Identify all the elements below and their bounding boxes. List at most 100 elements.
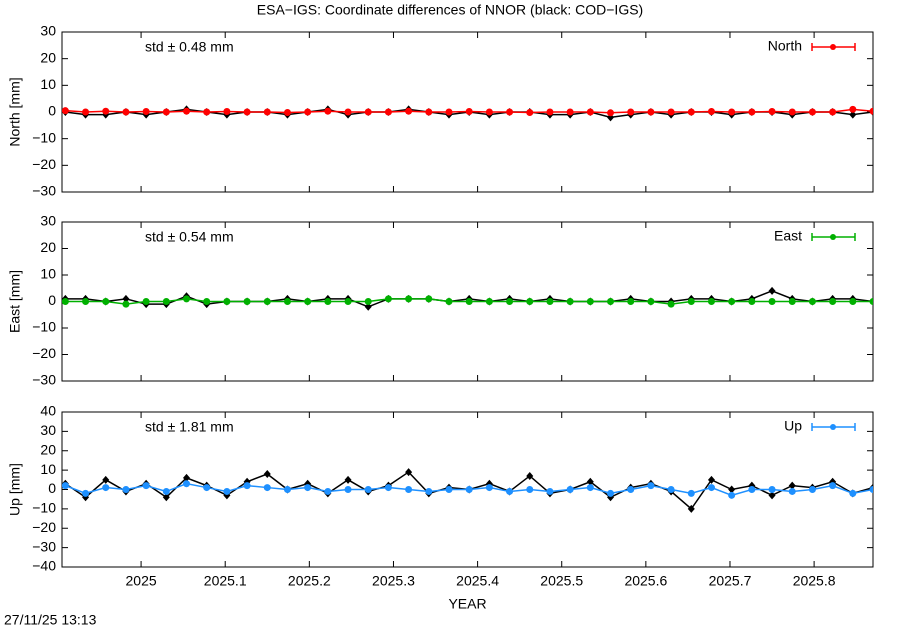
- point: [122, 300, 130, 308]
- timestamp: 27/11/25 13:13: [4, 612, 97, 628]
- point: [283, 486, 291, 493]
- point: [344, 475, 352, 484]
- y-tick-label: 10: [40, 266, 56, 282]
- point: [445, 108, 453, 116]
- point: [647, 108, 655, 116]
- point: [526, 109, 534, 117]
- x-tick-label: 2025.6: [624, 573, 667, 589]
- point: [304, 484, 312, 492]
- point: [283, 298, 291, 305]
- y-tick-label: −30: [32, 372, 56, 388]
- point: [485, 108, 493, 116]
- point: [788, 298, 796, 305]
- y-tick-label: −20: [32, 345, 56, 361]
- y-tick-label: 30: [40, 213, 56, 229]
- y-tick-label: −30: [32, 183, 56, 199]
- point: [465, 298, 473, 305]
- y-tick-label: 30: [40, 23, 56, 39]
- point: [829, 298, 837, 305]
- point: [405, 468, 413, 477]
- point: [122, 486, 130, 493]
- point: [263, 298, 271, 305]
- point: [566, 486, 574, 493]
- point: [748, 108, 756, 116]
- x-tick-label: 2025.4: [456, 573, 499, 589]
- point: [526, 486, 534, 493]
- point: [707, 484, 715, 492]
- y-tick-label: −10: [32, 129, 56, 145]
- y-axis-label: Up [mm]: [7, 463, 23, 516]
- y-tick-label: −30: [32, 538, 56, 554]
- x-tick-label: 2025: [126, 573, 157, 589]
- point: [162, 298, 170, 305]
- point: [788, 481, 796, 490]
- legend-marker: [830, 44, 836, 50]
- annotation: std ± 1.81 mm: [145, 419, 234, 435]
- point: [304, 298, 312, 305]
- point: [647, 298, 655, 305]
- point: [869, 486, 873, 493]
- point: [586, 298, 594, 305]
- point: [263, 484, 271, 492]
- point: [748, 298, 756, 305]
- point: [808, 298, 816, 305]
- point: [465, 486, 473, 493]
- point: [162, 487, 170, 495]
- point: [122, 108, 130, 116]
- legend-marker: [830, 424, 836, 430]
- point: [183, 473, 191, 482]
- point: [82, 489, 90, 497]
- point: [142, 107, 150, 115]
- point: [102, 298, 110, 305]
- x-tick-label: 2025.8: [793, 573, 836, 589]
- point: [707, 298, 715, 305]
- point: [364, 298, 372, 305]
- point: [566, 108, 574, 116]
- y-tick-label: 0: [48, 103, 56, 119]
- point: [445, 298, 453, 305]
- point: [304, 108, 312, 116]
- point: [405, 107, 413, 115]
- point: [364, 486, 372, 493]
- point: [808, 486, 816, 493]
- point: [283, 109, 291, 117]
- point: [506, 298, 514, 305]
- point: [263, 470, 271, 478]
- point: [364, 108, 372, 116]
- point: [627, 298, 635, 305]
- point: [627, 108, 635, 116]
- y-tick-label: −10: [32, 500, 56, 516]
- point: [183, 107, 191, 115]
- point: [506, 108, 514, 116]
- point: [808, 108, 816, 116]
- point: [687, 489, 695, 497]
- x-tick-label: 2025.3: [372, 573, 415, 589]
- point: [384, 295, 392, 303]
- point: [586, 108, 594, 116]
- point: [162, 493, 170, 502]
- x-tick-label: 2025.2: [288, 573, 331, 589]
- point: [223, 298, 231, 305]
- point: [768, 486, 776, 493]
- point: [243, 108, 251, 116]
- point: [162, 108, 170, 116]
- point: [183, 480, 191, 488]
- point: [526, 471, 534, 480]
- point: [82, 108, 90, 116]
- point: [728, 108, 736, 116]
- point: [687, 108, 695, 116]
- point: [142, 298, 150, 305]
- point: [344, 108, 352, 116]
- point: [203, 484, 211, 492]
- point: [869, 298, 873, 305]
- legend-label: East: [774, 228, 802, 244]
- y-tick-label: 10: [40, 76, 56, 92]
- point: [748, 486, 756, 493]
- point: [62, 107, 69, 115]
- y-tick-label: 30: [40, 422, 56, 438]
- x-tick-label: 2025.7: [709, 573, 752, 589]
- point: [849, 298, 857, 305]
- point: [183, 295, 191, 303]
- point: [364, 302, 372, 311]
- point: [425, 487, 433, 495]
